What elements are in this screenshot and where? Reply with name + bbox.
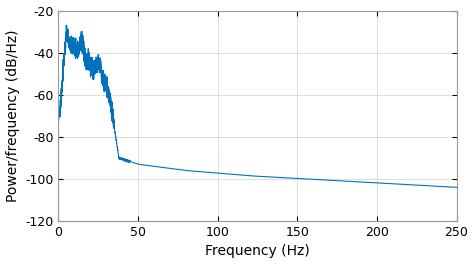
Y-axis label: Power/frequency (dB/Hz): Power/frequency (dB/Hz)	[6, 30, 19, 202]
X-axis label: Frequency (Hz): Frequency (Hz)	[205, 244, 310, 258]
